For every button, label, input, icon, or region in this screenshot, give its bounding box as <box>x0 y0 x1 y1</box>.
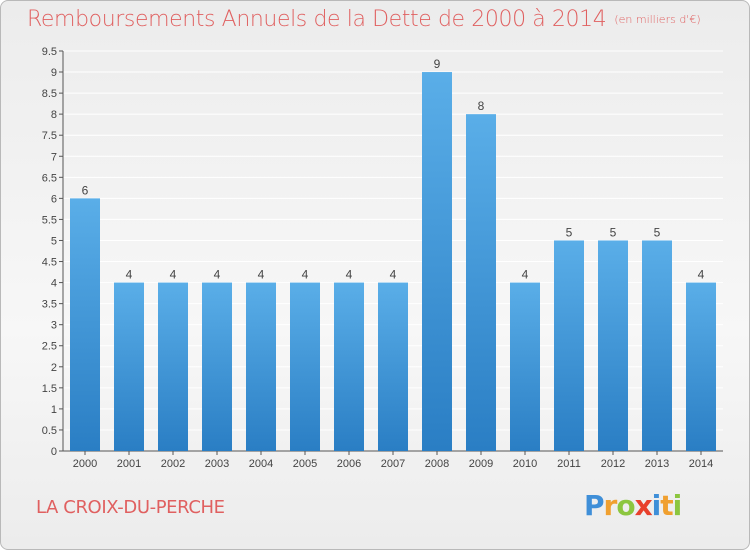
bar-2009 <box>466 114 496 451</box>
bar-2000 <box>70 198 100 451</box>
data-label-2005: 4 <box>302 268 309 282</box>
data-labels: 6 4 4 4 4 4 4 4 9 8 4 5 5 5 4 <box>82 57 705 282</box>
y-tick-label: 7 <box>51 151 57 163</box>
bar-2004 <box>246 282 276 451</box>
bar-2003 <box>202 282 232 451</box>
x-tick-label-2002: 2002 <box>161 458 185 470</box>
bar-2001 <box>114 282 144 451</box>
chart-title: Remboursements Annuels de la Dette de 20… <box>27 7 701 32</box>
x-tick-label-2014: 2014 <box>689 458 713 470</box>
x-tick-label-2009: 2009 <box>469 458 493 470</box>
y-tick-label: 5 <box>51 235 57 247</box>
proxiti-logo[interactable]: Proxiti <box>584 489 682 522</box>
data-label-2006: 4 <box>346 268 353 282</box>
data-label-2003: 4 <box>214 268 221 282</box>
data-label-2009: 8 <box>478 99 485 113</box>
y-tick-label: 7.5 <box>42 130 57 142</box>
data-label-2012: 5 <box>610 225 617 239</box>
data-label-2008: 9 <box>434 57 441 71</box>
x-tick-label-2005: 2005 <box>293 458 317 470</box>
data-label-2002: 4 <box>170 268 177 282</box>
chart-unit: (en milliers d'€) <box>614 13 701 26</box>
bar-2010 <box>510 282 540 451</box>
y-tick-label: 9.5 <box>42 46 57 58</box>
y-tick-label: 3.5 <box>42 299 57 311</box>
data-label-2004: 4 <box>258 268 265 282</box>
y-tick-label: 4.5 <box>42 257 57 269</box>
bar-2014 <box>686 282 716 451</box>
data-label-2013: 5 <box>654 225 661 239</box>
data-label-2014: 4 <box>698 268 705 282</box>
bar-2008 <box>422 72 452 451</box>
bar-2012 <box>598 240 628 451</box>
y-tick-label: 6.5 <box>42 172 57 184</box>
y-tick-label: 6 <box>51 193 57 205</box>
bar-2005 <box>290 282 320 451</box>
x-tick-label-2000: 2000 <box>73 458 97 470</box>
data-label-2001: 4 <box>126 268 133 282</box>
y-tick-label: 4 <box>51 278 57 290</box>
data-label-2000: 6 <box>82 183 89 197</box>
y-tick-label: 2.5 <box>42 341 57 353</box>
y-tick-label: 0 <box>51 446 57 458</box>
x-tick-label-2010: 2010 <box>513 458 537 470</box>
y-tick-label: 9 <box>51 67 57 79</box>
bars <box>70 72 716 451</box>
y-tick-label: 5.5 <box>42 214 57 226</box>
y-tick-label: 8 <box>51 109 57 121</box>
y-tick-label: 2 <box>51 362 57 374</box>
y-tick-label: 3 <box>51 320 57 332</box>
bar-2013 <box>642 240 672 451</box>
chart-title-text: Remboursements Annuels de la Dette de 20… <box>27 7 607 32</box>
place-name: LA CROIX-DU-PERCHE <box>36 497 225 518</box>
y-tick-label: 0.5 <box>42 425 57 437</box>
data-label-2010: 4 <box>522 268 529 282</box>
y-tick-label: 1.5 <box>42 383 57 395</box>
x-tick-label-2001: 2001 <box>117 458 141 470</box>
x-tick-label-2012: 2012 <box>601 458 625 470</box>
data-label-2007: 4 <box>390 268 397 282</box>
x-tick-label-2003: 2003 <box>205 458 229 470</box>
data-label-2011: 5 <box>566 225 573 239</box>
x-tick-label-2007: 2007 <box>381 458 405 470</box>
y-tick-label: 8.5 <box>42 88 57 100</box>
bar-2011 <box>554 240 584 451</box>
x-tick-label-2011: 2011 <box>557 458 581 470</box>
x-tick-label-2004: 2004 <box>249 458 273 470</box>
axes: 0 0.5 1 1.5 2 2.5 3 3.5 4 4.5 5 5.5 6 6.5 7 7.5 8 8.5 9 9.5… <box>42 46 723 470</box>
bar-2002 <box>158 282 188 451</box>
bar-2007 <box>378 282 408 451</box>
x-tick-label-2006: 2006 <box>337 458 361 470</box>
x-tick-label-2008: 2008 <box>425 458 449 470</box>
bar-2006 <box>334 282 364 451</box>
x-tick-label-2013: 2013 <box>645 458 669 470</box>
y-tick-label: 1 <box>51 404 57 416</box>
